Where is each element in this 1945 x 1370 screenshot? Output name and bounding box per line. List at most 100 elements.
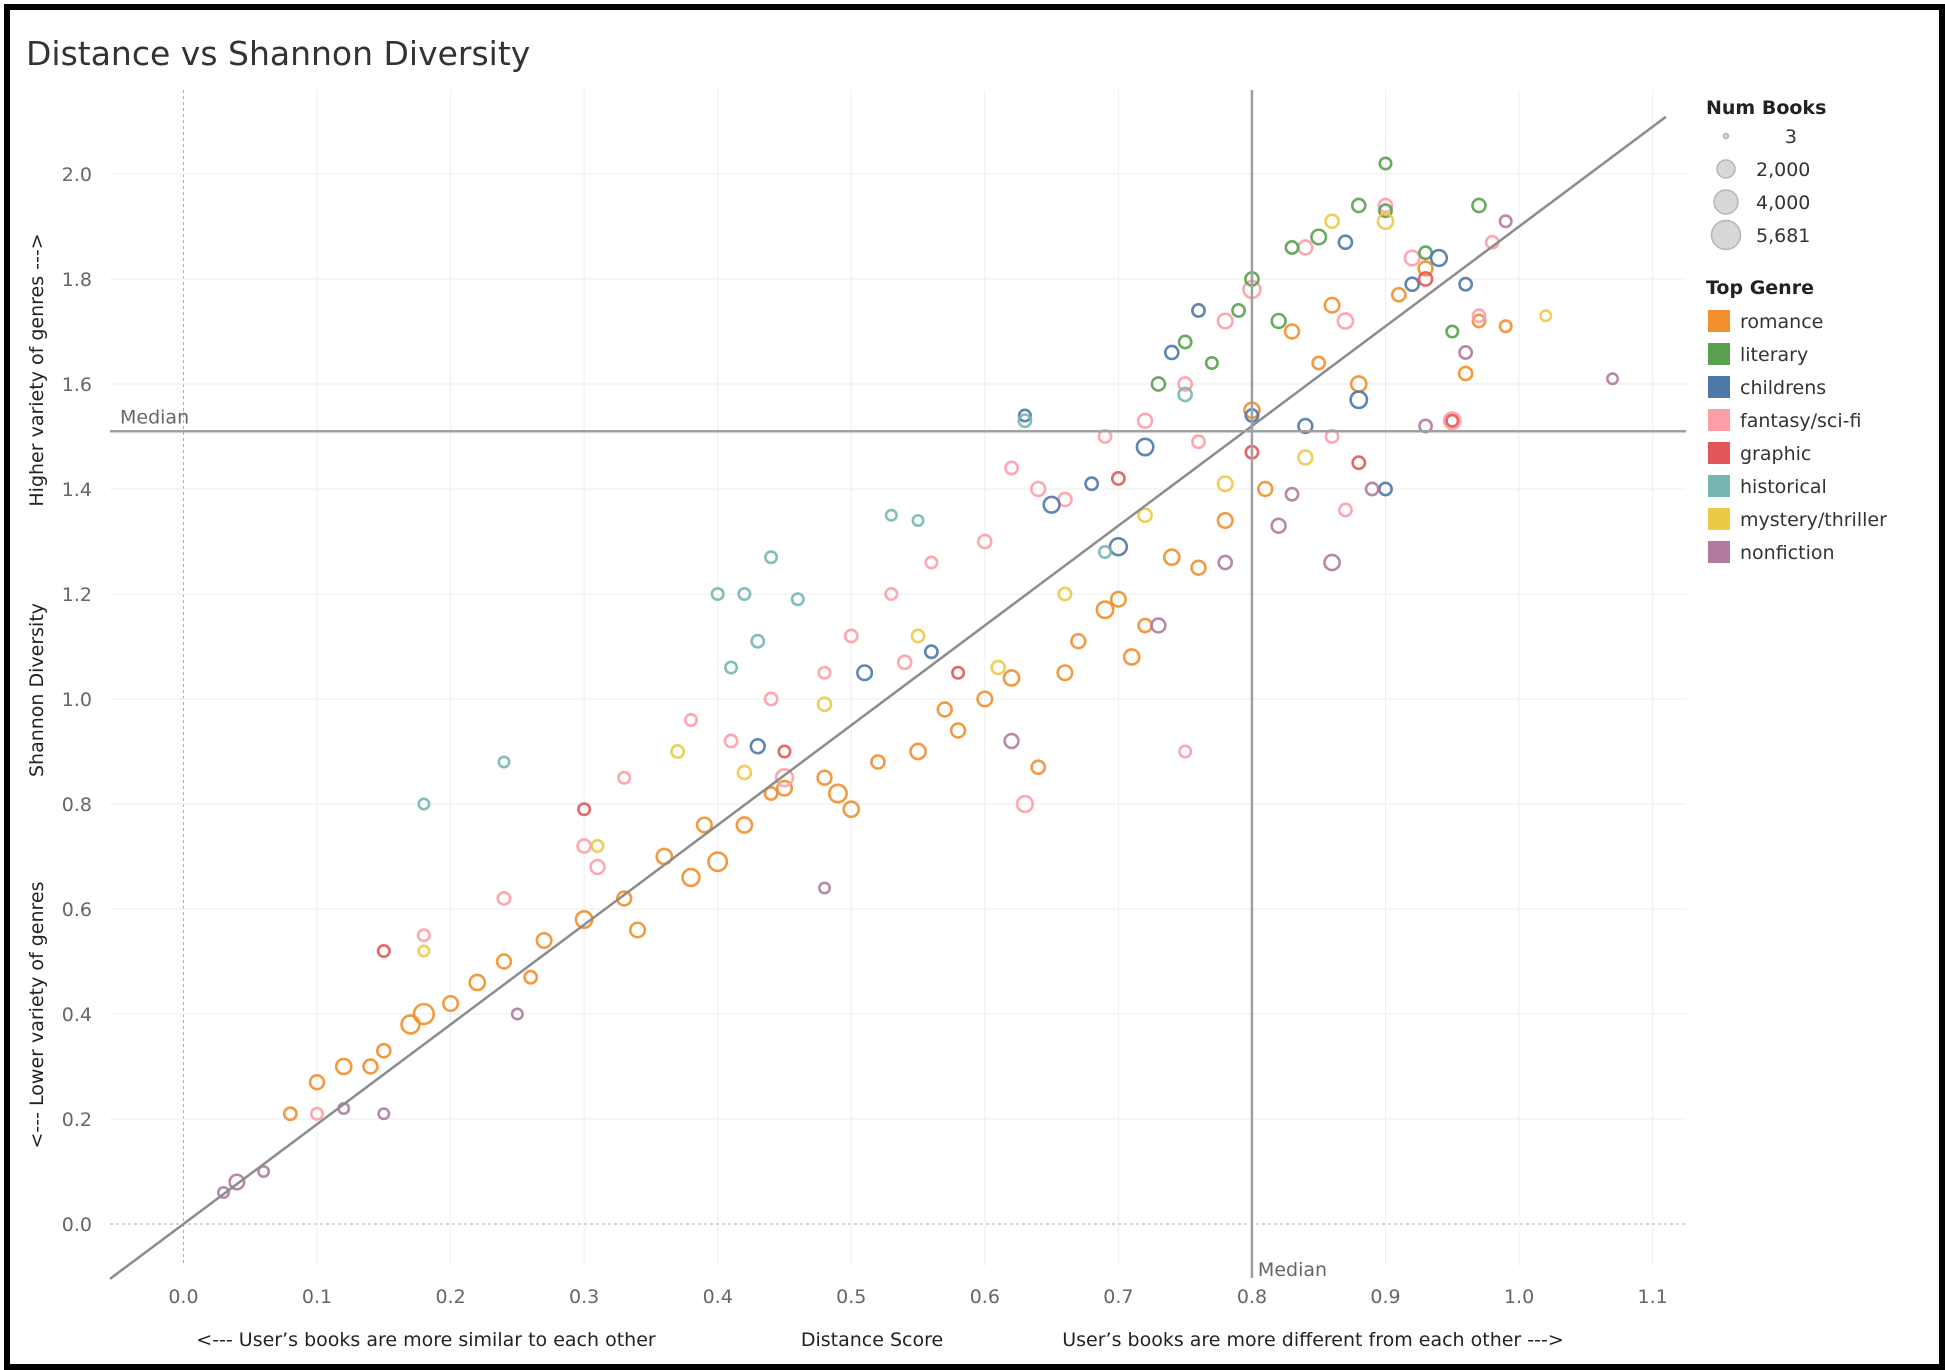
data-point	[1350, 197, 1367, 214]
color-legend-swatch	[1708, 541, 1730, 563]
data-point	[376, 943, 391, 959]
data-point	[1137, 507, 1153, 524]
data-point	[856, 664, 874, 682]
data-point	[629, 921, 647, 939]
data-point	[1349, 390, 1369, 410]
data-point	[843, 628, 859, 644]
data-point	[870, 754, 886, 770]
data-point	[1084, 476, 1100, 492]
data-point	[1098, 544, 1113, 560]
data-point	[1458, 345, 1474, 360]
size-legend-swatch	[1713, 189, 1739, 215]
data-point	[1017, 408, 1032, 423]
y-tick-label: 1.2	[62, 584, 92, 606]
data-point	[736, 764, 753, 781]
y-axis-label-center: Shannon Diversity	[26, 603, 48, 777]
data-point	[976, 690, 994, 708]
data-point	[723, 733, 739, 749]
reference-lines: Median Median	[109, 90, 1686, 1281]
color-legend-swatch	[1708, 475, 1730, 497]
y-tick-label: 1.8	[62, 269, 92, 291]
color-legend-swatch	[1708, 376, 1730, 398]
data-point	[417, 944, 431, 958]
data-point	[681, 867, 701, 888]
data-point	[1337, 502, 1353, 518]
data-point	[217, 1185, 231, 1200]
data-point	[1471, 197, 1487, 214]
data-point	[416, 928, 431, 943]
data-point	[1498, 214, 1513, 229]
data-point	[670, 744, 686, 759]
data-point	[523, 969, 539, 985]
x-tick-label: 0.4	[703, 1286, 733, 1308]
data-point	[510, 1007, 524, 1021]
data-point	[1056, 664, 1074, 682]
data-point	[1351, 455, 1367, 471]
data-point	[1190, 559, 1207, 576]
data-point	[1030, 480, 1047, 498]
x-axis-label-center: Distance Score	[801, 1329, 943, 1351]
data-point	[1150, 617, 1167, 634]
data-point	[1137, 617, 1153, 634]
data-point	[1017, 413, 1033, 429]
data-point	[1445, 324, 1460, 339]
y-tick-label: 1.6	[62, 374, 92, 396]
size-legend-title: Num Books	[1706, 97, 1826, 119]
x-axis-label-right: User’s books are more different from eac…	[1062, 1329, 1564, 1351]
data-point	[1015, 794, 1035, 814]
x-tick-label: 0.8	[1237, 1286, 1267, 1308]
data-point	[1378, 203, 1393, 219]
x-tick-label: 0.3	[569, 1286, 599, 1308]
color-legend-label: mystery/thriller	[1740, 509, 1887, 531]
data-point	[1442, 411, 1462, 431]
data-point	[308, 1074, 326, 1091]
x-tick-label: 0.1	[302, 1286, 332, 1308]
data-point	[818, 881, 832, 895]
data-point	[1231, 303, 1247, 318]
data-point	[763, 691, 779, 707]
data-point	[1136, 412, 1154, 429]
data-point	[1191, 303, 1206, 318]
data-point	[495, 953, 513, 970]
size-legend-label: 2,000	[1756, 159, 1810, 181]
data-point	[1135, 437, 1155, 457]
data-point	[1417, 260, 1434, 277]
data-point	[1177, 334, 1193, 350]
data-point	[737, 586, 752, 602]
x-tick-label: 0.6	[970, 1286, 1000, 1308]
color-legend-swatch	[1708, 442, 1730, 464]
data-point	[896, 654, 913, 671]
color-legend-label: fantasy/sci-fi	[1740, 410, 1861, 432]
data-point	[257, 1164, 271, 1179]
data-point	[707, 851, 729, 873]
data-point	[1337, 234, 1354, 251]
x-tick-label: 0.2	[435, 1286, 465, 1308]
y-tick-label: 1.0	[62, 689, 92, 711]
data-point	[1364, 481, 1380, 497]
y-tick-label: 0.2	[62, 1109, 92, 1131]
data-point	[1471, 313, 1487, 329]
data-point	[1216, 475, 1234, 493]
data-point	[442, 994, 460, 1013]
size-legend-swatch	[1716, 159, 1736, 179]
data-point	[468, 973, 487, 992]
data-point	[1270, 517, 1287, 534]
data-point	[1216, 511, 1234, 530]
data-point	[1417, 271, 1434, 287]
data-point	[1108, 537, 1129, 557]
color-legend-label: romance	[1740, 311, 1823, 333]
data-point	[228, 1173, 246, 1191]
data-point	[763, 786, 779, 801]
color-legend-swatch	[1708, 343, 1730, 365]
data-point	[1310, 228, 1328, 246]
data-point	[1030, 759, 1047, 776]
data-point	[1217, 554, 1234, 571]
data-point	[1606, 372, 1620, 386]
size-legend-swatch	[1722, 132, 1730, 140]
data-point	[683, 712, 698, 728]
data-point	[412, 1002, 436, 1026]
data-point	[1283, 323, 1301, 340]
data-point	[496, 891, 512, 906]
data-point	[976, 533, 993, 550]
data-point	[749, 738, 766, 755]
